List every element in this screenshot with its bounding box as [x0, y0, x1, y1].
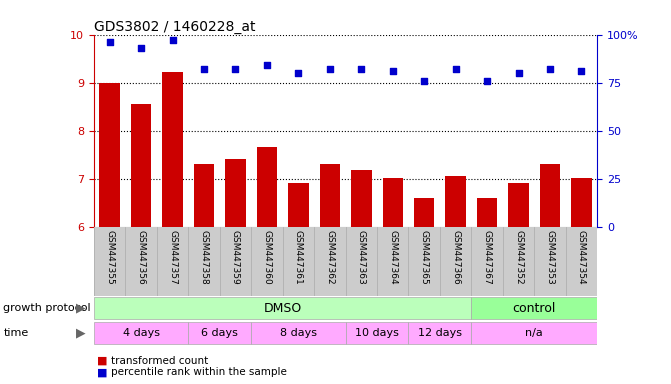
Point [513, 70, 524, 76]
Bar [251, 322, 346, 344]
Text: DMSO: DMSO [264, 302, 302, 314]
Bar [131, 104, 152, 227]
Point [576, 68, 587, 74]
Point [325, 66, 336, 72]
Text: GSM447362: GSM447362 [325, 230, 334, 285]
Point [167, 37, 178, 43]
Point [293, 70, 304, 76]
Bar [99, 83, 120, 227]
Point [482, 78, 493, 84]
Text: ■: ■ [97, 356, 108, 366]
Text: GSM447355: GSM447355 [105, 230, 114, 285]
Bar [288, 184, 309, 227]
Text: GSM447367: GSM447367 [482, 230, 492, 285]
Bar [94, 322, 189, 344]
Text: GSM447357: GSM447357 [168, 230, 177, 285]
Text: GSM447364: GSM447364 [389, 230, 397, 285]
Text: ■: ■ [97, 367, 108, 377]
Point [136, 45, 146, 51]
Text: control: control [513, 302, 556, 314]
Text: GSM447363: GSM447363 [357, 230, 366, 285]
Point [356, 66, 366, 72]
Text: GSM447352: GSM447352 [514, 230, 523, 285]
Bar [509, 184, 529, 227]
Point [419, 78, 429, 84]
Point [104, 39, 115, 45]
Bar [319, 164, 340, 227]
Text: 4 days: 4 days [123, 328, 160, 338]
Text: n/a: n/a [525, 328, 543, 338]
Text: ▶: ▶ [76, 327, 86, 339]
Text: 6 days: 6 days [201, 328, 238, 338]
Text: percentile rank within the sample: percentile rank within the sample [111, 367, 287, 377]
Bar [257, 147, 277, 227]
Bar [346, 322, 409, 344]
Text: GSM447353: GSM447353 [546, 230, 554, 285]
Point [262, 62, 272, 68]
Point [450, 66, 461, 72]
Text: GSM447359: GSM447359 [231, 230, 240, 285]
Text: 10 days: 10 days [355, 328, 399, 338]
Bar [194, 164, 214, 227]
Bar [351, 170, 372, 227]
Bar [409, 322, 472, 344]
Bar [571, 178, 592, 227]
Text: GSM447361: GSM447361 [294, 230, 303, 285]
Text: GSM447356: GSM447356 [137, 230, 146, 285]
Bar [446, 176, 466, 227]
Text: GSM447360: GSM447360 [262, 230, 272, 285]
Bar [472, 297, 597, 319]
Text: GDS3802 / 1460228_at: GDS3802 / 1460228_at [94, 20, 256, 33]
Text: ▶: ▶ [76, 302, 86, 314]
Point [387, 68, 398, 74]
Text: GSM447354: GSM447354 [577, 230, 586, 285]
Bar [539, 164, 560, 227]
Bar [189, 322, 251, 344]
Point [545, 66, 556, 72]
Point [199, 66, 209, 72]
Text: 12 days: 12 days [418, 328, 462, 338]
Bar [414, 198, 434, 227]
Bar [225, 159, 246, 227]
Text: GSM447358: GSM447358 [199, 230, 209, 285]
Text: GSM447365: GSM447365 [419, 230, 429, 285]
Bar [472, 322, 597, 344]
Text: transformed count: transformed count [111, 356, 208, 366]
Bar [477, 198, 497, 227]
Text: GSM447366: GSM447366 [451, 230, 460, 285]
Bar [162, 72, 183, 227]
Text: growth protocol: growth protocol [3, 303, 91, 313]
Text: time: time [3, 328, 29, 338]
Text: 8 days: 8 days [280, 328, 317, 338]
Point [230, 66, 241, 72]
Bar [94, 297, 472, 319]
Bar [382, 178, 403, 227]
